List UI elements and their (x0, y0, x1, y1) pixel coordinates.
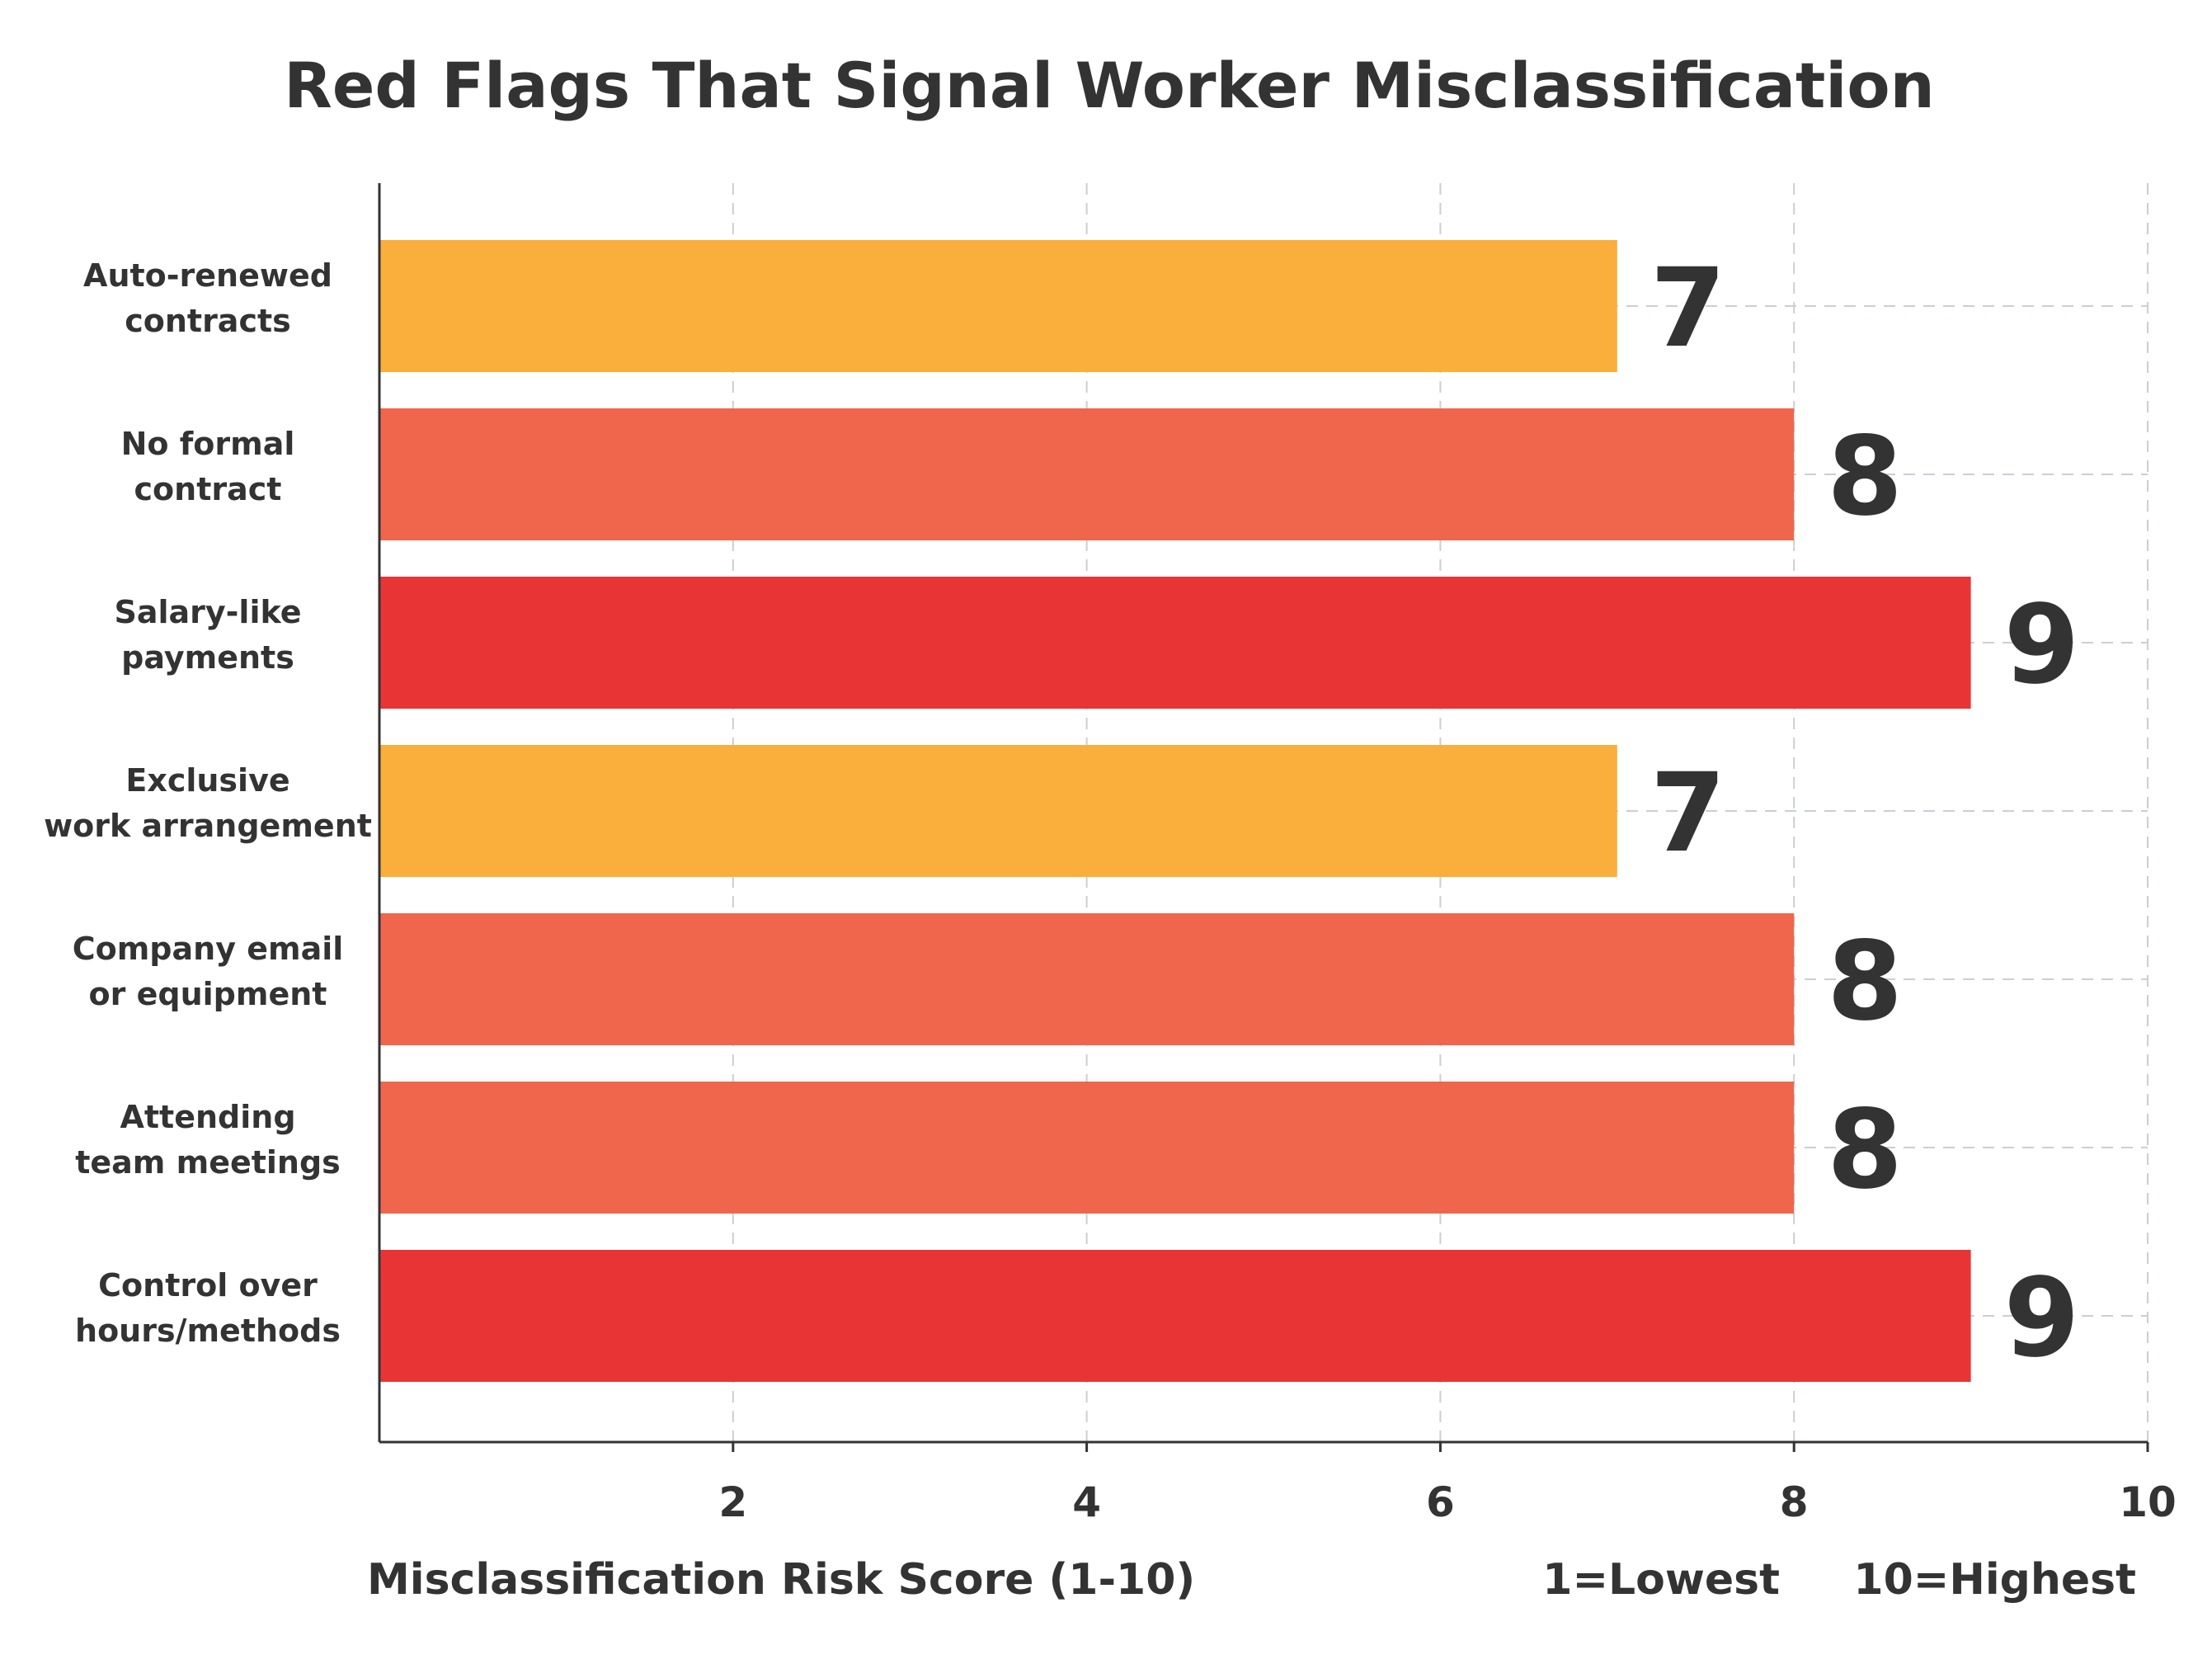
category-label-1: Auto-renewed contracts (83, 257, 332, 339)
bar-2 (379, 408, 1795, 540)
category-label-line: contracts (125, 303, 291, 339)
value-label-5: 8 (1827, 918, 1903, 1045)
value-label-2: 8 (1827, 413, 1903, 540)
axes (378, 183, 2149, 1452)
scale-note-lowest: 1=Lowest (1542, 1555, 1780, 1605)
x-axis-title: Misclassification Risk Score (1-10) (367, 1555, 1195, 1605)
scale-note-highest: 10=Highest (1853, 1555, 2136, 1605)
category-label-line: Company email (73, 931, 344, 967)
x-tick-label-10: 10 (2119, 1478, 2177, 1526)
category-label-line: Attending (120, 1099, 295, 1135)
bar-3 (379, 577, 1971, 709)
x-tick-label-6: 6 (1426, 1478, 1455, 1526)
bars (379, 240, 1971, 1382)
value-label-4: 7 (1650, 750, 1726, 877)
category-label-line: Exclusive (125, 762, 289, 799)
x-tick-labels: 2 4 6 8 10 (718, 1478, 2176, 1526)
x-tick-label-2: 2 (718, 1478, 747, 1526)
category-label-5: Company email or equipment (73, 931, 344, 1012)
category-label-line: Auto-renewed (83, 257, 332, 294)
bar-1 (379, 240, 1617, 372)
bar-7 (379, 1250, 1971, 1382)
value-label-7: 9 (2004, 1255, 2080, 1382)
category-label-line: contract (134, 471, 282, 507)
category-label-line: Control over (98, 1267, 318, 1303)
category-label-2: No formal contract (121, 426, 295, 507)
category-label-4: Exclusive work arrangement (44, 762, 372, 844)
category-label-line: work arrangement (44, 808, 372, 844)
category-label-6: Attending team meetings (75, 1099, 341, 1181)
x-tick-label-4: 4 (1072, 1478, 1101, 1526)
chart-title: Red Flags That Signal Worker Misclassifi… (284, 49, 1934, 122)
category-labels: Auto-renewed contracts No formal contract Sa… (44, 257, 372, 1349)
category-label-3: Salary-like payments (114, 594, 301, 676)
category-label-line: payments (121, 639, 294, 676)
value-label-3: 9 (2004, 582, 2080, 709)
bar-4 (379, 745, 1617, 877)
bar-6 (379, 1082, 1795, 1214)
category-label-line: or equipment (89, 976, 327, 1012)
bar-5 (379, 913, 1795, 1045)
value-label-6: 8 (1827, 1087, 1903, 1214)
category-label-line: hours/methods (75, 1313, 341, 1349)
value-label-1: 7 (1650, 245, 1726, 372)
category-label-7: Control over hours/methods (75, 1267, 341, 1349)
category-label-line: team meetings (75, 1144, 341, 1181)
category-label-line: Salary-like (114, 594, 301, 630)
category-label-line: No formal (121, 426, 295, 462)
x-tick-label-8: 8 (1780, 1478, 1809, 1526)
